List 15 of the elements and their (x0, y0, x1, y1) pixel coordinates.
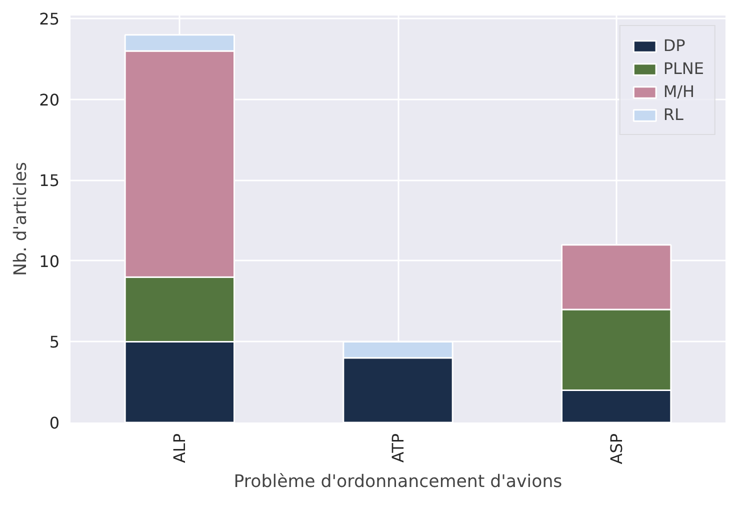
legend-label: DP (663, 36, 686, 55)
legend-label: PLNE (663, 59, 704, 78)
y-tick-label: 20 (39, 90, 60, 110)
y-tick-label: 5 (49, 332, 60, 352)
y-axis-title: Nb. d'articles (11, 162, 32, 276)
y-tick-label: 10 (39, 252, 60, 271)
y-tick-label: 25 (39, 10, 60, 29)
x-tick-label: ASP (606, 433, 626, 464)
x-axis-title: Problème d'ordonnancement d'avions (234, 472, 562, 492)
x-tick-label: ALP (170, 433, 190, 464)
legend-label: RL (663, 105, 684, 124)
y-tick-label: 15 (39, 171, 60, 190)
x-tick-label: ATP (388, 433, 408, 463)
y-tick-label: 0 (49, 414, 60, 432)
legend-label: M/H (663, 82, 695, 101)
